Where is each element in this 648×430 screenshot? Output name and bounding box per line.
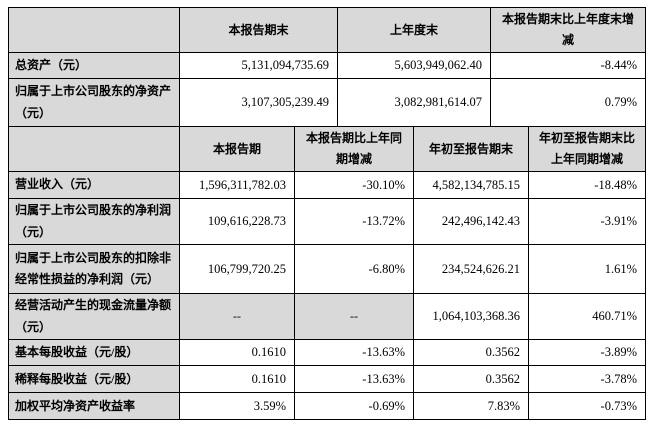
header-cell-blank <box>8 7 180 53</box>
value-cell: 1,596,311,782.03 <box>179 171 295 199</box>
row-label-cell: 归属于上市公司股东的净资产（元） <box>8 78 180 127</box>
value-cell: -6.80% <box>294 244 414 295</box>
value-cell: 106,799,720.25 <box>179 244 295 295</box>
row-label-cell: 加权平均净资产收益率 <box>8 392 180 421</box>
value-cell: -30.10% <box>294 171 414 199</box>
value-cell: -3.89% <box>528 339 646 367</box>
value-cell: 1.61% <box>528 244 646 295</box>
period-end-table-body: 总资产（元） 5,131,094,735.69 5,603,949,062.40 -8… <box>8 52 646 127</box>
value-cell: 5,603,949,062.40 <box>337 52 491 79</box>
value-cell: -3.78% <box>528 365 646 394</box>
table-row: 归属于上市公司股东的净资产（元） 3,107,305,239.49 3,082,98… <box>8 78 646 127</box>
header-cell: 年初至报告期末 <box>413 126 529 172</box>
reporting-period-table-body: 营业收入（元） 1,596,311,782.03 -30.10% 4,582,134,… <box>8 171 646 421</box>
period-end-table-header: 本报告期末 上年度末 本报告期末比上年度末增减 <box>8 7 646 53</box>
value-cell: 1,064,103,368.36 <box>413 293 529 341</box>
header-cell-blank <box>8 126 180 172</box>
header-cell: 本报告期 <box>179 126 295 172</box>
value-cell: -13.63% <box>294 365 414 394</box>
table-row: 归属于上市公司股东的净利润（元） 109,616,228.73 -13.72% 242… <box>8 197 646 246</box>
table-row: 加权平均净资产收益率 3.59% -0.69% 7.83% -0.73% <box>8 392 646 421</box>
row-label-cell: 营业收入（元） <box>8 171 180 199</box>
row-label-cell: 归属于上市公司股东的扣除非经常性损益的净利润（元） <box>8 244 180 295</box>
row-label-cell: 总资产（元） <box>8 52 180 79</box>
reporting-period-summary-table: 本报告期 本报告期比上年同期增减 年初至报告期末 年初至报告期末比上年同期增减 营业收… <box>8 126 646 421</box>
value-cell: -0.69% <box>294 392 414 421</box>
value-cell: 3,107,305,239.49 <box>179 78 338 127</box>
value-cell: 0.1610 <box>179 365 295 394</box>
row-label-cell: 经营活动产生的现金流量净额（元） <box>8 293 180 341</box>
header-row: 本报告期 本报告期比上年同期增减 年初至报告期末 年初至报告期末比上年同期增减 <box>8 126 646 172</box>
value-cell: 0.3562 <box>413 365 529 394</box>
value-cell-empty: -- <box>179 293 295 341</box>
row-label-cell: 稀释每股收益（元/股） <box>8 365 180 394</box>
header-cell: 年初至报告期末比上年同期增减 <box>528 126 646 172</box>
value-cell: 242,496,142.43 <box>413 197 529 246</box>
value-cell: 5,131,094,735.69 <box>179 52 338 79</box>
table-row: 归属于上市公司股东的扣除非经常性损益的净利润（元） 106,799,720.25-… <box>8 244 646 295</box>
reporting-period-table-header: 本报告期 本报告期比上年同期增减 年初至报告期末 年初至报告期末比上年同期增减 <box>8 126 646 172</box>
header-cell: 本报告期末 <box>179 7 338 53</box>
value-cell: -13.63% <box>294 339 414 367</box>
value-cell: 0.1610 <box>179 339 295 367</box>
value-cell: -8.44% <box>490 52 646 79</box>
value-cell: -0.73% <box>528 392 646 421</box>
value-cell: -18.48% <box>528 171 646 199</box>
value-cell: 3.59% <box>179 392 295 421</box>
value-cell: 460.71% <box>528 293 646 341</box>
header-cell: 本报告期比上年同期增减 <box>294 126 414 172</box>
header-cell: 上年度末 <box>337 7 491 53</box>
value-cell: 0.3562 <box>413 339 529 367</box>
value-cell: 3,082,981,614.07 <box>337 78 491 127</box>
row-label-cell: 基本每股收益（元/股） <box>8 339 180 367</box>
value-cell: 109,616,228.73 <box>179 197 295 246</box>
value-cell: 0.79% <box>490 78 646 127</box>
value-cell: -3.91% <box>528 197 646 246</box>
table-row: 总资产（元） 5,131,094,735.69 5,603,949,062.40 -8… <box>8 52 646 79</box>
value-cell: 234,524,626.21 <box>413 244 529 295</box>
period-end-summary-table: 本报告期末 上年度末 本报告期末比上年度末增减 总资产（元） 5,131,094,73… <box>8 7 646 127</box>
value-cell: 4,582,134,785.15 <box>413 171 529 199</box>
value-cell: 7.83% <box>413 392 529 421</box>
value-cell-empty: -- <box>294 293 414 341</box>
header-row: 本报告期末 上年度末 本报告期末比上年度末增减 <box>8 7 646 53</box>
table-row: 稀释每股收益（元/股） 0.1610 -13.63% 0.3562 -3.78% <box>8 365 646 394</box>
table-row: 经营活动产生的现金流量净额（元） -- -- 1,064,103,368.36 460.… <box>8 293 646 341</box>
table-row: 基本每股收益（元/股） 0.1610 -13.63% 0.3562 -3.89% <box>8 339 646 367</box>
header-cell: 本报告期末比上年度末增减 <box>490 7 646 53</box>
row-label-cell: 归属于上市公司股东的净利润（元） <box>8 197 180 246</box>
table-row: 营业收入（元） 1,596,311,782.03 -30.10% 4,582,134,… <box>8 171 646 199</box>
value-cell: -13.72% <box>294 197 414 246</box>
financial-report-page: 本报告期末 上年度末 本报告期末比上年度末增减 总资产（元） 5,131,094,73… <box>8 7 646 421</box>
